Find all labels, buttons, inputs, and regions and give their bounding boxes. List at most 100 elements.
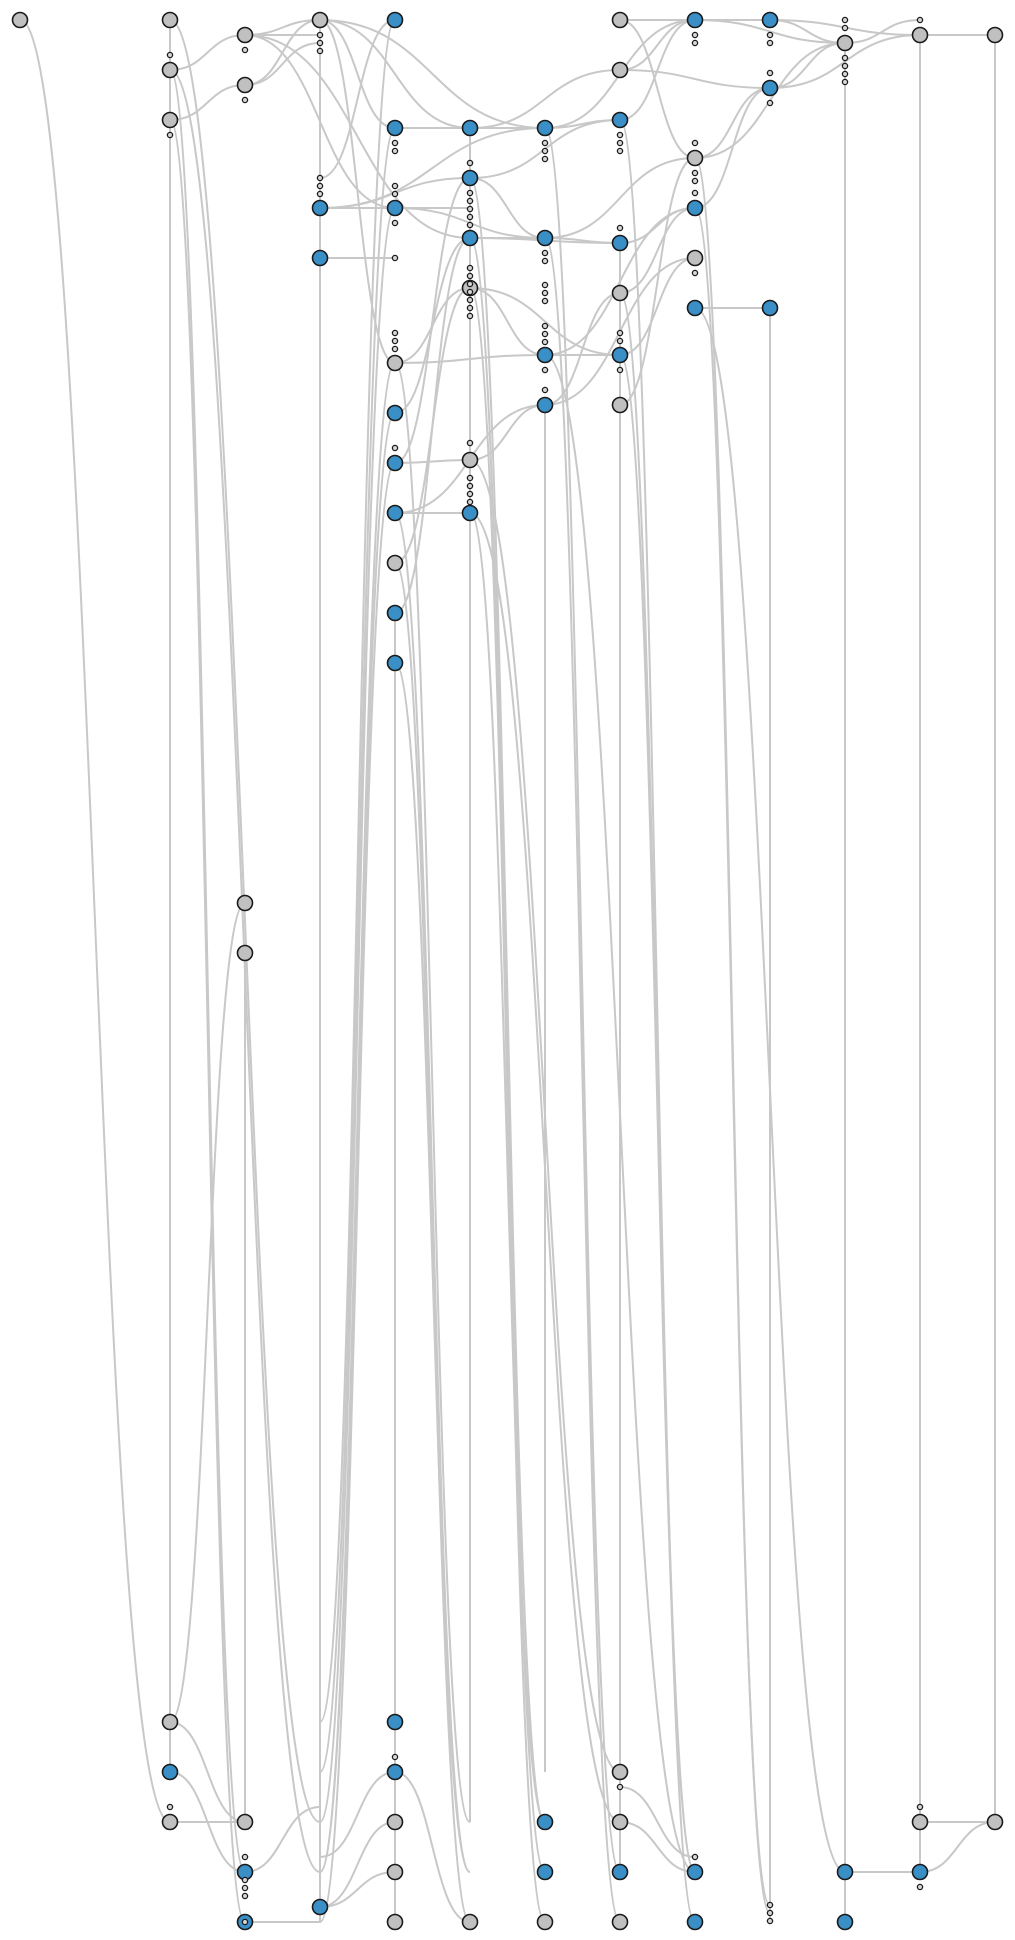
- graph-edge: [469, 69, 621, 129]
- graph-port-dot: [691, 269, 699, 277]
- graph-port-dot: [841, 70, 849, 78]
- graph-node-blue: [386, 454, 404, 472]
- graph-edge: [169, 1721, 246, 1823]
- graph-edge: [394, 177, 471, 464]
- graph-edge: [244, 34, 471, 239]
- graph-node-gray: [536, 1913, 554, 1931]
- graph-edge: [619, 119, 696, 1923]
- graph-edge: [619, 354, 696, 1873]
- graph-port-dot: [616, 1783, 624, 1791]
- graph-node-blue: [761, 299, 779, 317]
- graph-node-blue: [386, 1713, 404, 1731]
- graph-port-dot: [691, 169, 699, 177]
- graph-edge: [619, 1786, 696, 1858]
- graph-port-dot: [766, 69, 774, 77]
- graph-node-gray: [611, 11, 629, 29]
- graph-node-blue: [536, 346, 554, 364]
- graph-port-dot: [391, 329, 399, 337]
- graph-edge: [694, 207, 771, 1906]
- graph-node-blue: [686, 199, 704, 217]
- graph-edge: [469, 287, 546, 1923]
- graph-node-blue: [836, 1913, 854, 1931]
- graph-edge: [469, 237, 546, 1873]
- graph-port-dot: [691, 139, 699, 147]
- graph-edge: [169, 34, 246, 71]
- graph-port-dot: [466, 482, 474, 490]
- graph-edge: [469, 177, 546, 239]
- graph-port-dot: [616, 337, 624, 345]
- graph-port-dot: [466, 296, 474, 304]
- graph-port-dot: [316, 174, 324, 182]
- graph-port-dot: [466, 474, 474, 482]
- graph-edge: [394, 662, 471, 1873]
- graph-edge: [469, 512, 546, 1823]
- graph-node-blue: [611, 1863, 629, 1881]
- graph-port-dot: [391, 182, 399, 190]
- graph-port-dot: [541, 297, 549, 305]
- graph-node-blue: [536, 1863, 554, 1881]
- graph-port-dot: [241, 96, 249, 104]
- graph-edge: [244, 1806, 321, 1873]
- graph-node-blue: [386, 404, 404, 422]
- graph-node-gray: [911, 1813, 929, 1831]
- graph-node-gray: [161, 61, 179, 79]
- graph-port-dot: [241, 1876, 249, 1884]
- graph-edge: [544, 237, 621, 1923]
- graph-edge: [319, 19, 396, 129]
- edges-layer: [19, 18, 996, 1924]
- graph-node-gray: [386, 354, 404, 372]
- graph-port-dot: [166, 1803, 174, 1811]
- graph-node-gray: [161, 1813, 179, 1831]
- graph-port-dot: [841, 78, 849, 86]
- graph-node-blue: [461, 229, 479, 247]
- graph-node-blue: [386, 504, 404, 522]
- graph-port-dot: [241, 1884, 249, 1892]
- graph-node-blue: [761, 79, 779, 97]
- graph-edge: [394, 512, 471, 1873]
- graph-edge: [619, 19, 696, 121]
- graph-port-dot: [541, 322, 549, 330]
- graph-port-dot: [391, 219, 399, 227]
- graph-node-blue: [611, 234, 629, 252]
- graph-node-gray: [611, 1813, 629, 1831]
- graph-node-blue: [611, 111, 629, 129]
- graph-port-dot: [166, 131, 174, 139]
- graph-edge: [619, 207, 696, 294]
- graph-port-dot: [841, 54, 849, 62]
- graph-port-dot: [691, 1853, 699, 1861]
- graph-port-dot: [541, 155, 549, 163]
- graph-port-dot: [766, 31, 774, 39]
- graph-port-dot: [466, 304, 474, 312]
- graph-port-dot: [241, 1892, 249, 1900]
- graph-node-gray: [161, 111, 179, 129]
- graph-node-blue: [311, 1898, 329, 1916]
- graph-edge: [319, 19, 471, 129]
- graph-node-gray: [461, 451, 479, 469]
- graph-port-dot: [391, 1753, 399, 1761]
- graph-port-dot: [691, 39, 699, 47]
- graph-port-dot: [466, 213, 474, 221]
- graph-node-gray: [236, 894, 254, 912]
- graph-edge: [394, 362, 471, 1823]
- graph-port-dot: [541, 386, 549, 394]
- graph-port-dot: [466, 498, 474, 506]
- graph-edge: [694, 87, 771, 209]
- graph-node-gray: [236, 76, 254, 94]
- graph-node-gray: [11, 11, 29, 29]
- graph-node-blue: [836, 1863, 854, 1881]
- graph-node-gray: [236, 944, 254, 962]
- graph-edge: [619, 257, 696, 356]
- graph-port-dot: [391, 254, 399, 262]
- port-dots-layer: [166, 16, 924, 1926]
- graph-edge: [169, 19, 321, 1823]
- graph-port-dot: [391, 190, 399, 198]
- graph-edge: [319, 127, 546, 209]
- graph-node-gray: [386, 1863, 404, 1881]
- graph-node-blue: [386, 119, 404, 137]
- graph-port-dot: [841, 16, 849, 24]
- graph-port-dot: [541, 147, 549, 155]
- graph-port-dot: [541, 257, 549, 265]
- graph-port-dot: [391, 345, 399, 353]
- graph-node-blue: [161, 1763, 179, 1781]
- graph-node-blue: [386, 1763, 404, 1781]
